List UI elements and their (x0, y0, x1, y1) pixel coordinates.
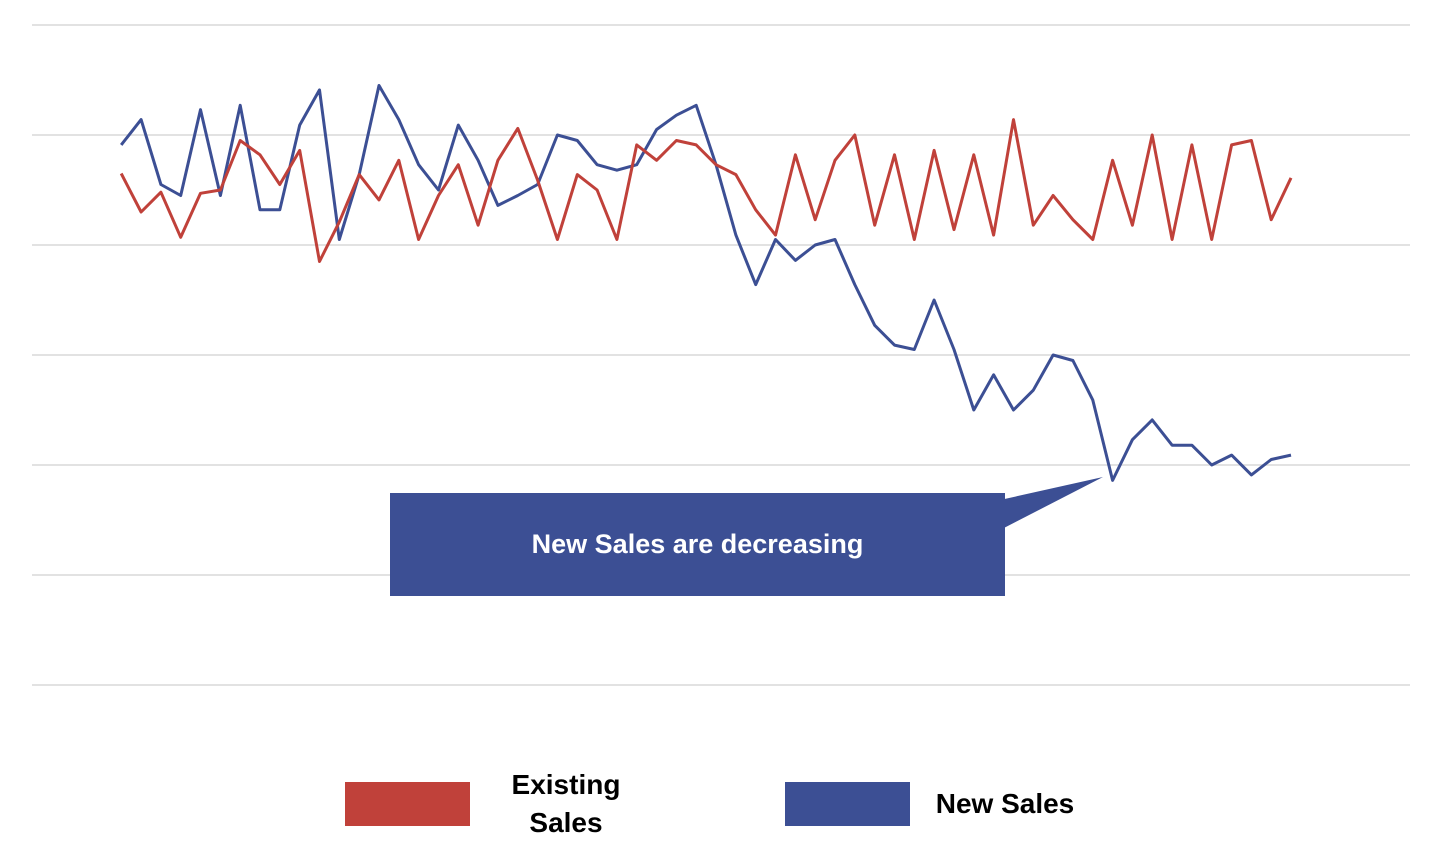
legend-label: Existing Sales (511, 769, 621, 838)
legend-swatch (785, 782, 910, 826)
legend-label: New Sales (935, 788, 1075, 819)
legend-swatch (345, 782, 470, 826)
annotation: New Sales are decreasing (531, 529, 864, 559)
series-line (119, 118, 1293, 263)
series-line (120, 84, 1292, 482)
callout-pointer (1000, 477, 1103, 530)
callout-box (390, 493, 1005, 596)
